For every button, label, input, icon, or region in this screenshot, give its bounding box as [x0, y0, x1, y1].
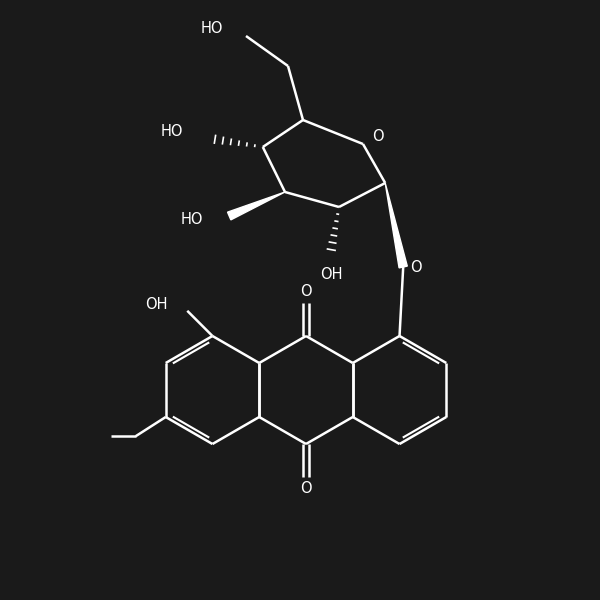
- Text: OH: OH: [320, 268, 343, 283]
- Polygon shape: [385, 183, 407, 268]
- Text: O: O: [372, 129, 384, 144]
- Text: O: O: [410, 259, 422, 275]
- Text: O: O: [300, 284, 312, 299]
- Text: O: O: [300, 481, 312, 496]
- Polygon shape: [227, 192, 285, 220]
- Text: HO: HO: [180, 211, 203, 226]
- Text: OH: OH: [146, 297, 168, 312]
- Text: HO: HO: [201, 22, 223, 36]
- Text: HO: HO: [161, 124, 183, 139]
